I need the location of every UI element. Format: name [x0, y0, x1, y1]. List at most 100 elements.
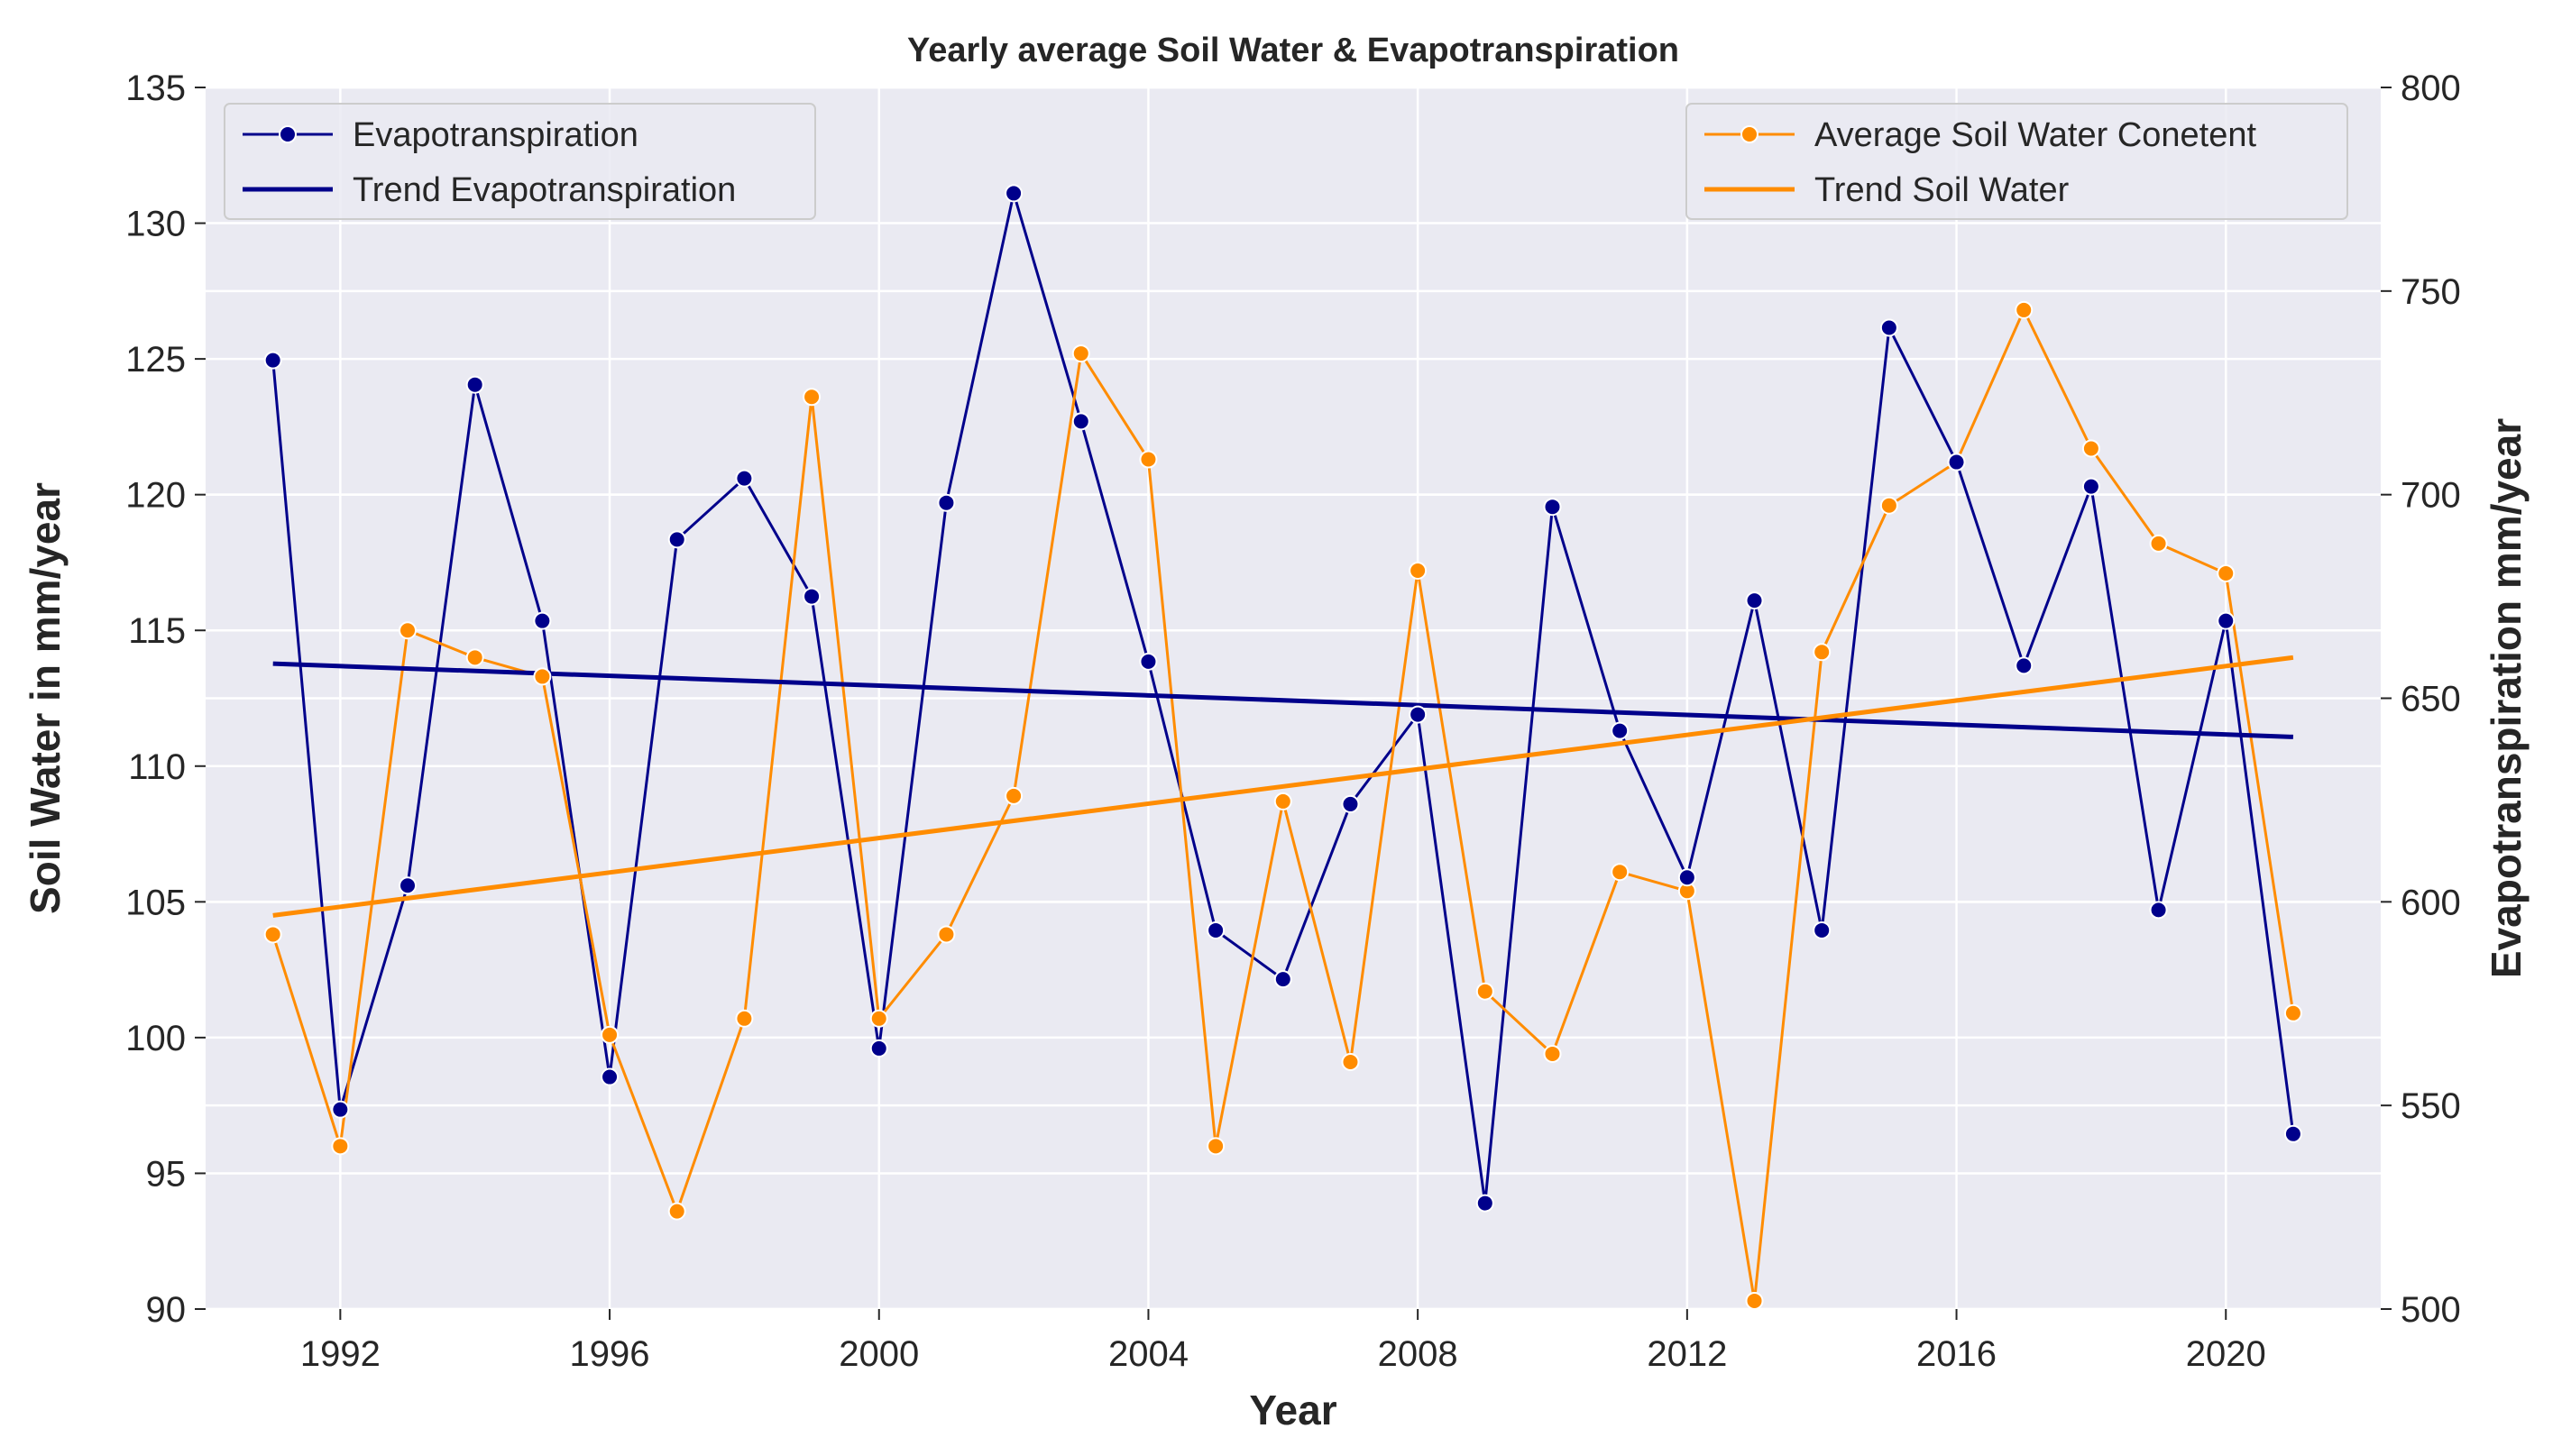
axis-ticks: 1992 1996 2000 2004 2008 2012 2016 2020 90 95 100 1… — [125, 69, 2461, 1374]
data-point-evapotranspiration — [1409, 705, 1428, 724]
y-left-tick-label: 90 — [146, 1290, 187, 1330]
series-markers — [263, 184, 2302, 1310]
y-right-tick-label: 700 — [2401, 476, 2461, 516]
data-point-average-soil-water-conetent — [2081, 439, 2100, 458]
data-point-evapotranspiration — [2217, 611, 2236, 630]
y-left-tick-label: 120 — [125, 476, 186, 516]
legend-marker-average-soil-water-conetent — [1740, 125, 1759, 143]
data-point-average-soil-water-conetent — [1207, 1137, 1226, 1156]
data-point-evapotranspiration — [2283, 1124, 2302, 1143]
data-point-average-soil-water-conetent — [1273, 792, 1292, 810]
x-tick-label: 2008 — [1378, 1334, 1458, 1374]
data-point-average-soil-water-conetent — [1139, 450, 1158, 469]
data-point-average-soil-water-conetent — [869, 1009, 888, 1028]
data-point-average-soil-water-conetent — [1071, 344, 1090, 363]
data-point-evapotranspiration — [465, 375, 484, 394]
data-point-evapotranspiration — [937, 493, 956, 512]
y-left-tick-label: 115 — [128, 611, 186, 651]
data-point-average-soil-water-conetent — [331, 1137, 350, 1156]
data-point-evapotranspiration — [803, 587, 822, 606]
chart-title: Yearly average Soil Water & Evapotranspi… — [907, 32, 1679, 69]
data-point-evapotranspiration — [1207, 920, 1226, 939]
data-point-average-soil-water-conetent — [1813, 643, 1832, 662]
data-point-evapotranspiration — [1273, 970, 1292, 989]
data-point-average-soil-water-conetent — [937, 925, 956, 944]
data-point-evapotranspiration — [1611, 721, 1630, 740]
x-tick-label: 1996 — [570, 1334, 650, 1374]
legend-label-average-soil-water-conetent: Average Soil Water Conetent — [1814, 116, 2256, 154]
data-point-average-soil-water-conetent — [399, 621, 418, 640]
data-point-average-soil-water-conetent — [1611, 863, 1630, 882]
legend-frame — [1685, 103, 2348, 220]
data-point-evapotranspiration — [667, 530, 686, 549]
y-axis-right-label: Evapotranspiration mm/year — [2483, 418, 2530, 978]
x-axis-label: Year — [1249, 1387, 1336, 1433]
data-point-evapotranspiration — [1071, 412, 1090, 431]
data-point-evapotranspiration — [2015, 656, 2034, 675]
legend-left: Evapotranspiration Trend Evapotranspirati… — [224, 103, 816, 220]
x-tick-label: 2012 — [1647, 1334, 1727, 1374]
data-point-average-soil-water-conetent — [601, 1025, 620, 1044]
data-point-evapotranspiration — [1005, 184, 1024, 203]
data-point-average-soil-water-conetent — [803, 388, 822, 407]
data-point-average-soil-water-conetent — [735, 1009, 754, 1028]
data-point-average-soil-water-conetent — [1543, 1044, 1562, 1063]
y-left-tick-label: 130 — [125, 205, 186, 244]
trend-line-trend-soil-water — [272, 655, 2294, 918]
trend-line-trend-evapotranspiration — [272, 661, 2293, 739]
data-point-evapotranspiration — [1677, 868, 1696, 887]
data-point-average-soil-water-conetent — [667, 1202, 686, 1221]
data-point-evapotranspiration — [263, 351, 282, 370]
data-point-evapotranspiration — [601, 1067, 620, 1086]
y-left-tick-label: 125 — [125, 340, 186, 380]
data-point-evapotranspiration — [533, 611, 552, 630]
data-point-evapotranspiration — [399, 876, 418, 895]
data-point-average-soil-water-conetent — [533, 667, 552, 686]
data-point-average-soil-water-conetent — [2149, 534, 2168, 553]
data-point-average-soil-water-conetent — [1745, 1291, 1764, 1310]
y-right-tick-label: 600 — [2401, 883, 2461, 922]
data-point-evapotranspiration — [1543, 498, 1562, 517]
legend-right: Average Soil Water Conetent Trend Soil Wa… — [1685, 103, 2348, 220]
data-point-average-soil-water-conetent — [1409, 561, 1428, 580]
data-point-evapotranspiration — [1475, 1194, 1494, 1213]
data-point-evapotranspiration — [2081, 477, 2100, 496]
y-left-tick-label: 135 — [125, 69, 186, 108]
legend-marker-evapotranspiration — [279, 125, 297, 143]
data-point-evapotranspiration — [1341, 794, 1360, 813]
data-point-average-soil-water-conetent — [1341, 1052, 1360, 1071]
data-point-average-soil-water-conetent — [1879, 496, 1898, 515]
data-point-average-soil-water-conetent — [2283, 1003, 2302, 1022]
x-tick-label: 1992 — [300, 1334, 381, 1374]
data-point-average-soil-water-conetent — [2015, 300, 2034, 319]
data-point-evapotranspiration — [869, 1039, 888, 1058]
legend-frame — [224, 103, 816, 220]
data-point-evapotranspiration — [331, 1100, 350, 1119]
x-tick-label: 2020 — [2186, 1334, 2266, 1374]
data-point-average-soil-water-conetent — [1475, 982, 1494, 1001]
data-point-evapotranspiration — [1745, 591, 1764, 610]
x-tick-label: 2004 — [1108, 1334, 1189, 1374]
y-left-tick-label: 110 — [128, 747, 186, 787]
data-point-evapotranspiration — [1139, 652, 1158, 671]
legend-label-evapotranspiration: Evapotranspiration — [353, 116, 638, 154]
y-left-tick-label: 100 — [125, 1019, 186, 1058]
data-point-average-soil-water-conetent — [1005, 786, 1024, 805]
y-right-tick-label: 750 — [2401, 272, 2461, 312]
y-right-tick-label: 500 — [2401, 1290, 2461, 1330]
legend-label-trend-soil-water: Trend Soil Water — [1814, 171, 2070, 209]
legend-label-trend-evapotranspiration: Trend Evapotranspiration — [353, 171, 736, 209]
y-right-tick-label: 550 — [2401, 1086, 2461, 1126]
y-right-tick-label: 650 — [2401, 680, 2461, 719]
data-point-evapotranspiration — [1879, 318, 1898, 337]
y-axis-left-label: Soil Water in mm/year — [22, 482, 69, 914]
data-point-evapotranspiration — [2149, 901, 2168, 920]
data-point-average-soil-water-conetent — [263, 925, 282, 944]
data-point-average-soil-water-conetent — [465, 648, 484, 667]
data-point-evapotranspiration — [1947, 453, 1966, 472]
y-left-tick-label: 105 — [125, 883, 186, 922]
x-tick-label: 2000 — [839, 1334, 919, 1374]
y-left-tick-label: 95 — [146, 1154, 187, 1194]
data-point-evapotranspiration — [735, 469, 754, 488]
